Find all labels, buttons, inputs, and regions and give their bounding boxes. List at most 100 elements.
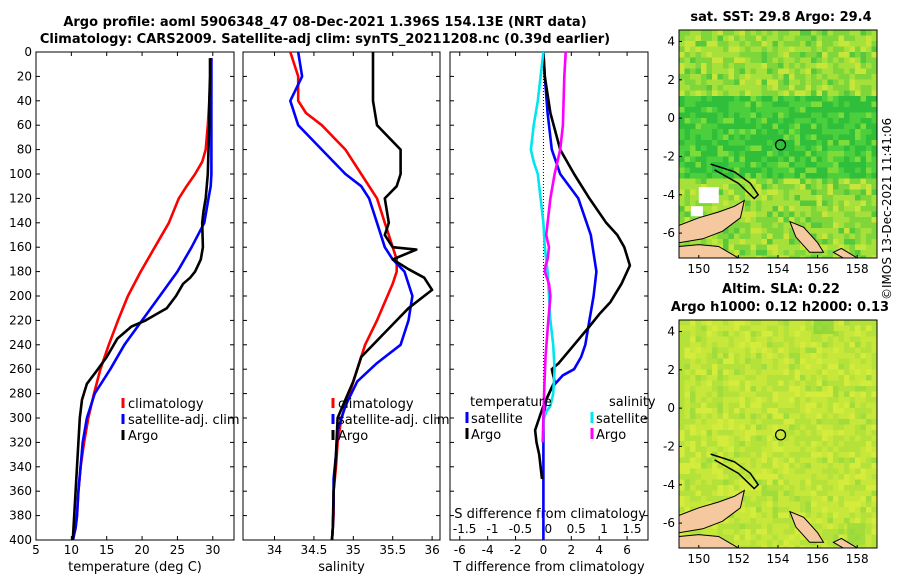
y-tick-label: 2 xyxy=(667,73,675,87)
legend-header-salinity: salinity xyxy=(609,395,656,410)
x-tick-label: 152 xyxy=(727,262,750,276)
land-new-ireland xyxy=(710,453,760,490)
legend-label: climatology xyxy=(338,397,414,412)
s-tick-label: 0 xyxy=(544,522,552,536)
x-tick-label: 154 xyxy=(767,552,790,566)
y-tick-label: 120 xyxy=(9,191,32,205)
series-s-satellite xyxy=(529,51,556,425)
y-tick-label: 60 xyxy=(17,118,32,132)
y-tick-label: 4 xyxy=(667,34,675,48)
s-axis-label: S difference from climatology xyxy=(454,507,646,522)
series-argo xyxy=(330,52,434,541)
y-tick-label: 300 xyxy=(9,411,32,425)
sst-map-title: sat. SST: 29.8 Argo: 29.4 xyxy=(690,10,872,25)
x-tick-label: 20 xyxy=(134,543,149,557)
x-tick-label: -4 xyxy=(482,543,494,557)
y-tick-label: 240 xyxy=(9,338,32,352)
series-climatology xyxy=(289,51,399,541)
panel-temperature: 0 20 40 60 80 100 120 140 160 180 200 220 240 260 280 3… xyxy=(9,45,240,575)
x-tick-label: 6 xyxy=(623,543,631,557)
x-tick-label: 5 xyxy=(32,543,40,557)
legend-label: Argo xyxy=(128,429,158,444)
series-argo xyxy=(71,58,212,541)
sla-map-title-2: Argo h1000: 0.12 h2000: 0.13 xyxy=(670,300,890,315)
legend-label: satellite xyxy=(471,412,523,427)
y-tick-label: 340 xyxy=(9,460,32,474)
s-tick-label: -1 xyxy=(487,522,499,536)
land-new-ireland xyxy=(710,163,760,200)
y-tick-label: 360 xyxy=(9,484,32,498)
s-tick-label: 0.5 xyxy=(567,522,586,536)
series-satellite-adj-clim xyxy=(288,51,414,541)
s-tick-label: 1 xyxy=(600,522,608,536)
series-satellite-adj-clim xyxy=(71,58,213,541)
x-tick-label: 0 xyxy=(540,543,548,557)
y-tick-label: 280 xyxy=(9,387,32,401)
legend-label: Argo xyxy=(471,428,501,443)
s-tick-label: -0.5 xyxy=(509,522,532,536)
land-new-britain xyxy=(679,489,746,534)
land-new-britain xyxy=(679,199,746,244)
sst-map: 150 152 154 156 158 4 2 0 -2 -4 -6 xyxy=(663,29,878,276)
x-tick-label: 34 xyxy=(267,543,282,557)
x-tick-label: -2 xyxy=(510,543,522,557)
land-solomons xyxy=(832,247,859,258)
legend-label: satellite-adj. clim xyxy=(338,413,450,428)
y-tick-label: 0 xyxy=(667,401,675,415)
sla-map-title-1: Altim. SLA: 0.22 xyxy=(722,282,840,297)
land-bougainville xyxy=(789,220,825,253)
y-tick-label: 2 xyxy=(667,363,675,377)
y-tick-label: 0 xyxy=(24,45,32,59)
y-tick-label: -4 xyxy=(663,188,675,202)
series-t-argo xyxy=(533,51,632,480)
y-tick-label: -6 xyxy=(663,226,675,240)
y-tick-label: 200 xyxy=(9,289,32,303)
panel-frame xyxy=(242,51,441,541)
y-tick-label: 4 xyxy=(667,324,675,338)
legend-label: satellite-adj. clim xyxy=(128,413,240,428)
legend: temperature salinitysatelliteArgosatellit… xyxy=(465,395,656,443)
title-line-2: Climatology: CARS2009. Satellite-adj cli… xyxy=(39,32,611,47)
x-tick-label: 150 xyxy=(687,552,710,566)
s-tick-label: -1.5 xyxy=(453,522,476,536)
x-tick-label: 156 xyxy=(806,262,829,276)
y-tick-label: -6 xyxy=(663,516,675,530)
y-tick-label: 400 xyxy=(9,533,32,547)
x-tick-label: 35.5 xyxy=(379,543,406,557)
x-tick-label: 30 xyxy=(205,543,220,557)
y-tick-label: 140 xyxy=(9,216,32,230)
panel-frame xyxy=(35,51,235,541)
panel-differences: -6 -4 -2 0 2 4 6 T difference from climatology S… xyxy=(449,51,656,575)
y-tick-label: -2 xyxy=(663,149,675,163)
argo-location-marker xyxy=(774,429,787,441)
y-tick-label: 100 xyxy=(9,167,32,181)
land-new-guinea xyxy=(679,534,740,548)
argo-location-marker xyxy=(774,139,787,151)
y-tick-label: 320 xyxy=(9,435,32,449)
y-tick-label: 260 xyxy=(9,362,32,376)
x-tick-label: 152 xyxy=(727,552,750,566)
y-tick-label: -4 xyxy=(663,478,675,492)
y-tick-label: 80 xyxy=(17,143,32,157)
x-tick-label: 156 xyxy=(806,552,829,566)
x-tick-label: 10 xyxy=(64,543,79,557)
legend-label: climatology xyxy=(128,397,204,412)
series-climatology xyxy=(71,58,213,541)
land-solomons xyxy=(832,537,859,548)
y-tick-label: 180 xyxy=(9,265,32,279)
x-tick-label: 25 xyxy=(170,543,185,557)
x-tick-label: 35 xyxy=(346,543,361,557)
y-tick-label: -2 xyxy=(663,439,675,453)
y-tick-label: 220 xyxy=(9,313,32,327)
legend-header-temperature: temperature xyxy=(470,395,552,410)
x-tick-label: 150 xyxy=(687,262,710,276)
legend-label: Argo xyxy=(596,428,626,443)
series-s-argo xyxy=(541,51,567,443)
x-tick-label: 158 xyxy=(846,552,869,566)
land-bougainville xyxy=(789,510,825,543)
land-new-guinea xyxy=(679,244,740,258)
x-tick-label: 4 xyxy=(595,543,603,557)
sla-map: 150 152 154 156 158 4 2 0 -2 -4 -6 xyxy=(663,319,878,566)
x-tick-label: 2 xyxy=(567,543,575,557)
